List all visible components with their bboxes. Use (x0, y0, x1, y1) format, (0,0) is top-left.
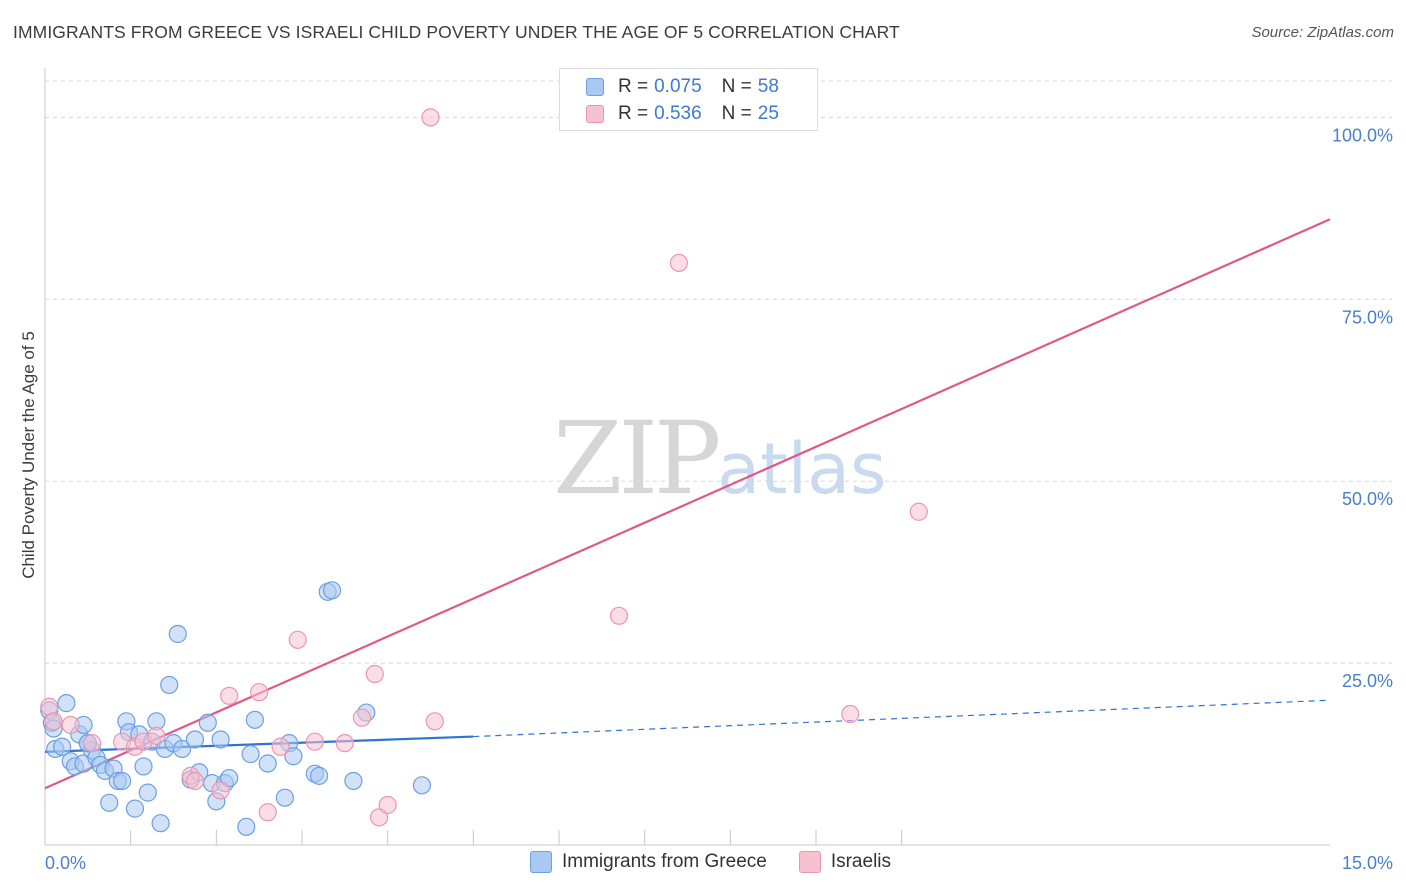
israel-point (271, 737, 290, 756)
axis-layer (44, 68, 1330, 846)
points-layer (40, 108, 928, 836)
greece-point (258, 754, 277, 773)
series-label-israelis: Israelis (830, 851, 892, 872)
israel-point (305, 732, 324, 751)
legend-r-value: 0.536 (654, 103, 702, 124)
greece-point (168, 624, 187, 644)
israel-point (147, 726, 166, 745)
israel-point (370, 808, 389, 827)
legend-swatch-greece (586, 78, 604, 96)
israelis-trend-line (44, 218, 1331, 790)
label-layer: 25.0% 50.0% 75.0% 100.0% 0.0% 15.0% Child Pove… (19, 125, 1393, 873)
legend-r-label: R = (618, 76, 649, 97)
greece-trend-extension (473, 699, 1331, 738)
correlation-legend: R = 0.075 N = 58 R = 0.536 N = 25 (559, 68, 818, 131)
greece-point (134, 757, 153, 776)
greece-point (344, 771, 363, 791)
watermark-zip: ZIP (553, 400, 721, 517)
y-tick-label: 75.0% (1342, 307, 1393, 327)
y-axis-title: Child Poverty Under the Age of 5 (19, 331, 38, 579)
watermark-atlas: atlas (717, 428, 887, 510)
legend-n-label: N = (721, 103, 752, 124)
greece-point (57, 694, 76, 713)
greece-point (284, 747, 303, 766)
israel-point (378, 795, 397, 815)
y-tick-label: 100.0% (1332, 125, 1393, 145)
greece-point (237, 817, 256, 836)
grid-layer (45, 80, 1392, 664)
israel-point (365, 664, 384, 684)
x-tick-label: 15.0% (1342, 853, 1393, 873)
israel-point (288, 630, 307, 649)
legend-n-label: N = (721, 76, 752, 97)
legend-r-value: 0.075 (654, 76, 702, 97)
watermark: ZIPatlas (553, 400, 886, 517)
greece-point (198, 713, 217, 732)
legend-swatch-israelis (586, 105, 604, 123)
greece-point (275, 788, 294, 807)
greece-point (322, 581, 342, 600)
israel-point (83, 734, 102, 753)
israel-point (211, 781, 230, 800)
israel-point (44, 712, 63, 731)
israel-point (220, 686, 239, 705)
trend-layer (44, 218, 1331, 790)
chart-title: IMMIGRANTS FROM GREECE VS ISRAELI CHILD … (13, 22, 900, 42)
greece-point (241, 744, 260, 764)
greece-point (310, 766, 329, 785)
israel-point (258, 803, 277, 822)
y-tick-label: 25.0% (1342, 671, 1393, 691)
israel-point (669, 253, 689, 273)
series-label-greece: Immigrants from Greece (562, 851, 767, 872)
greece-point (112, 771, 132, 791)
greece-point (211, 730, 230, 749)
series-swatch-israelis (798, 851, 821, 873)
legend-n-value: 25 (757, 103, 779, 124)
greece-point (100, 793, 119, 812)
greece-point (172, 739, 192, 759)
israel-point (250, 683, 269, 702)
greece-point (412, 776, 432, 795)
israel-point (609, 606, 629, 625)
series-swatch-greece (530, 851, 552, 873)
greece-point (151, 814, 170, 833)
source-label: Source: ZipAtlas.com (1251, 24, 1394, 41)
israel-point (841, 704, 860, 724)
y-tick-label: 50.0% (1342, 489, 1393, 509)
series-legend-greece[interactable]: Immigrants from Greece (530, 851, 767, 873)
greece-point (245, 710, 264, 729)
israel-point (185, 771, 205, 791)
x-tick-label: 0.0% (45, 853, 86, 873)
legend-row-greece: R = 0.075 N = 58 (586, 75, 779, 99)
greece-point (138, 783, 157, 802)
israel-point (421, 108, 440, 127)
greece-point (185, 730, 205, 749)
legend-n-value: 58 (757, 76, 779, 97)
series-legend: Immigrants from Greece Israelis (530, 851, 923, 873)
israel-point (352, 708, 372, 727)
israel-point (61, 715, 80, 735)
greece-trend-line (44, 735, 474, 753)
greece-point (53, 737, 72, 756)
legend-r-label: R = (618, 103, 649, 124)
israel-point (425, 712, 444, 731)
greece-point (160, 675, 179, 695)
israel-point (335, 734, 354, 753)
israel-point (909, 502, 928, 521)
series-legend-israelis[interactable]: Israelis (798, 851, 892, 873)
greece-point (125, 799, 145, 818)
greece-point (220, 768, 239, 788)
legend-row-israelis: R = 0.536 N = 25 (586, 102, 779, 126)
